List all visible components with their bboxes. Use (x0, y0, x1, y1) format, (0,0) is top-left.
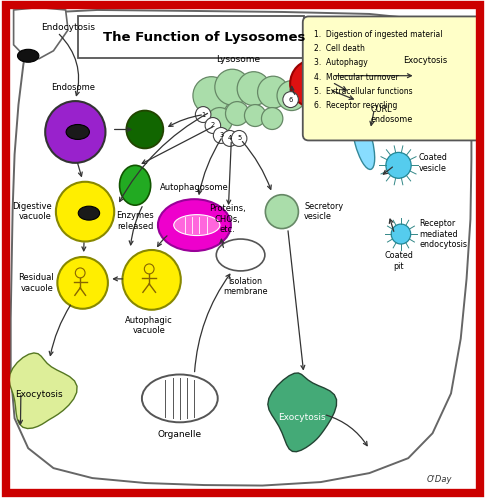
Ellipse shape (222, 130, 238, 146)
Polygon shape (268, 373, 336, 452)
Ellipse shape (415, 71, 431, 88)
Text: Autophagosome: Autophagosome (160, 183, 229, 192)
Text: Isolation
membrane: Isolation membrane (223, 277, 268, 296)
Text: Exocytosis: Exocytosis (15, 390, 63, 399)
Text: Endosome: Endosome (51, 83, 95, 92)
Text: 4: 4 (228, 135, 232, 141)
Ellipse shape (283, 92, 298, 108)
Ellipse shape (195, 107, 211, 123)
Ellipse shape (78, 206, 100, 220)
Text: Endocytosis: Endocytosis (41, 23, 95, 32)
Ellipse shape (352, 114, 375, 169)
Ellipse shape (205, 118, 221, 133)
Text: The Function of Lysosomes: The Function of Lysosomes (103, 31, 305, 44)
Text: Proteins,
CHOs,
etc.: Proteins, CHOs, etc. (209, 204, 246, 234)
Text: 2: 2 (211, 123, 215, 128)
Ellipse shape (386, 152, 411, 178)
Text: CURL
endosome: CURL endosome (371, 105, 413, 124)
Ellipse shape (158, 199, 231, 251)
Ellipse shape (144, 264, 154, 274)
Polygon shape (9, 353, 77, 429)
Text: 1.  Digestion of ingested material
2.  Cell death
3.  Autophagy
4.  Molecular tu: 1. Digestion of ingested material 2. Cel… (314, 30, 443, 110)
Ellipse shape (261, 108, 283, 129)
Ellipse shape (391, 224, 411, 244)
Ellipse shape (56, 182, 114, 242)
Ellipse shape (213, 127, 229, 143)
Text: 5: 5 (237, 135, 241, 141)
Text: Lysosome: Lysosome (216, 55, 260, 64)
Text: 1: 1 (201, 112, 205, 118)
Ellipse shape (57, 257, 108, 309)
Text: Receptor
mediated
endocytosis: Receptor mediated endocytosis (419, 219, 468, 249)
Ellipse shape (290, 60, 337, 108)
Ellipse shape (66, 124, 89, 139)
Ellipse shape (193, 77, 230, 115)
Ellipse shape (122, 250, 181, 310)
Text: Exocytosis: Exocytosis (403, 56, 448, 65)
Ellipse shape (75, 268, 85, 278)
Text: 6: 6 (289, 97, 293, 103)
Ellipse shape (207, 108, 232, 133)
PathPatch shape (11, 10, 471, 486)
Text: Residual
vacuole: Residual vacuole (17, 273, 53, 292)
Ellipse shape (126, 111, 163, 148)
Ellipse shape (174, 215, 220, 236)
Ellipse shape (244, 105, 266, 126)
Ellipse shape (17, 49, 39, 62)
Ellipse shape (216, 239, 265, 271)
Polygon shape (14, 7, 68, 59)
Ellipse shape (120, 165, 151, 205)
Text: Autophagic
vacuole: Autophagic vacuole (125, 316, 173, 335)
Text: Enzymes
released: Enzymes released (116, 211, 154, 231)
Ellipse shape (237, 72, 270, 106)
Text: Secretory
vesicle: Secretory vesicle (304, 202, 344, 221)
Ellipse shape (215, 69, 250, 105)
Text: O'Day: O'Day (427, 475, 452, 484)
Text: Coated
vesicle: Coated vesicle (418, 153, 447, 172)
Ellipse shape (277, 81, 306, 111)
FancyBboxPatch shape (78, 16, 304, 58)
Ellipse shape (350, 80, 367, 97)
FancyBboxPatch shape (303, 16, 482, 140)
Ellipse shape (258, 76, 289, 108)
Text: Coated
pit: Coated pit (384, 251, 413, 271)
Ellipse shape (265, 195, 298, 229)
Ellipse shape (231, 130, 247, 146)
Text: Organelle: Organelle (158, 430, 202, 439)
Ellipse shape (364, 99, 380, 116)
Ellipse shape (357, 89, 374, 106)
Ellipse shape (226, 102, 249, 125)
Text: Exocytosis: Exocytosis (278, 413, 326, 422)
Ellipse shape (45, 101, 105, 163)
Text: Digestive
vacuole: Digestive vacuole (12, 202, 52, 221)
Text: 3: 3 (219, 132, 223, 138)
Ellipse shape (142, 374, 218, 422)
